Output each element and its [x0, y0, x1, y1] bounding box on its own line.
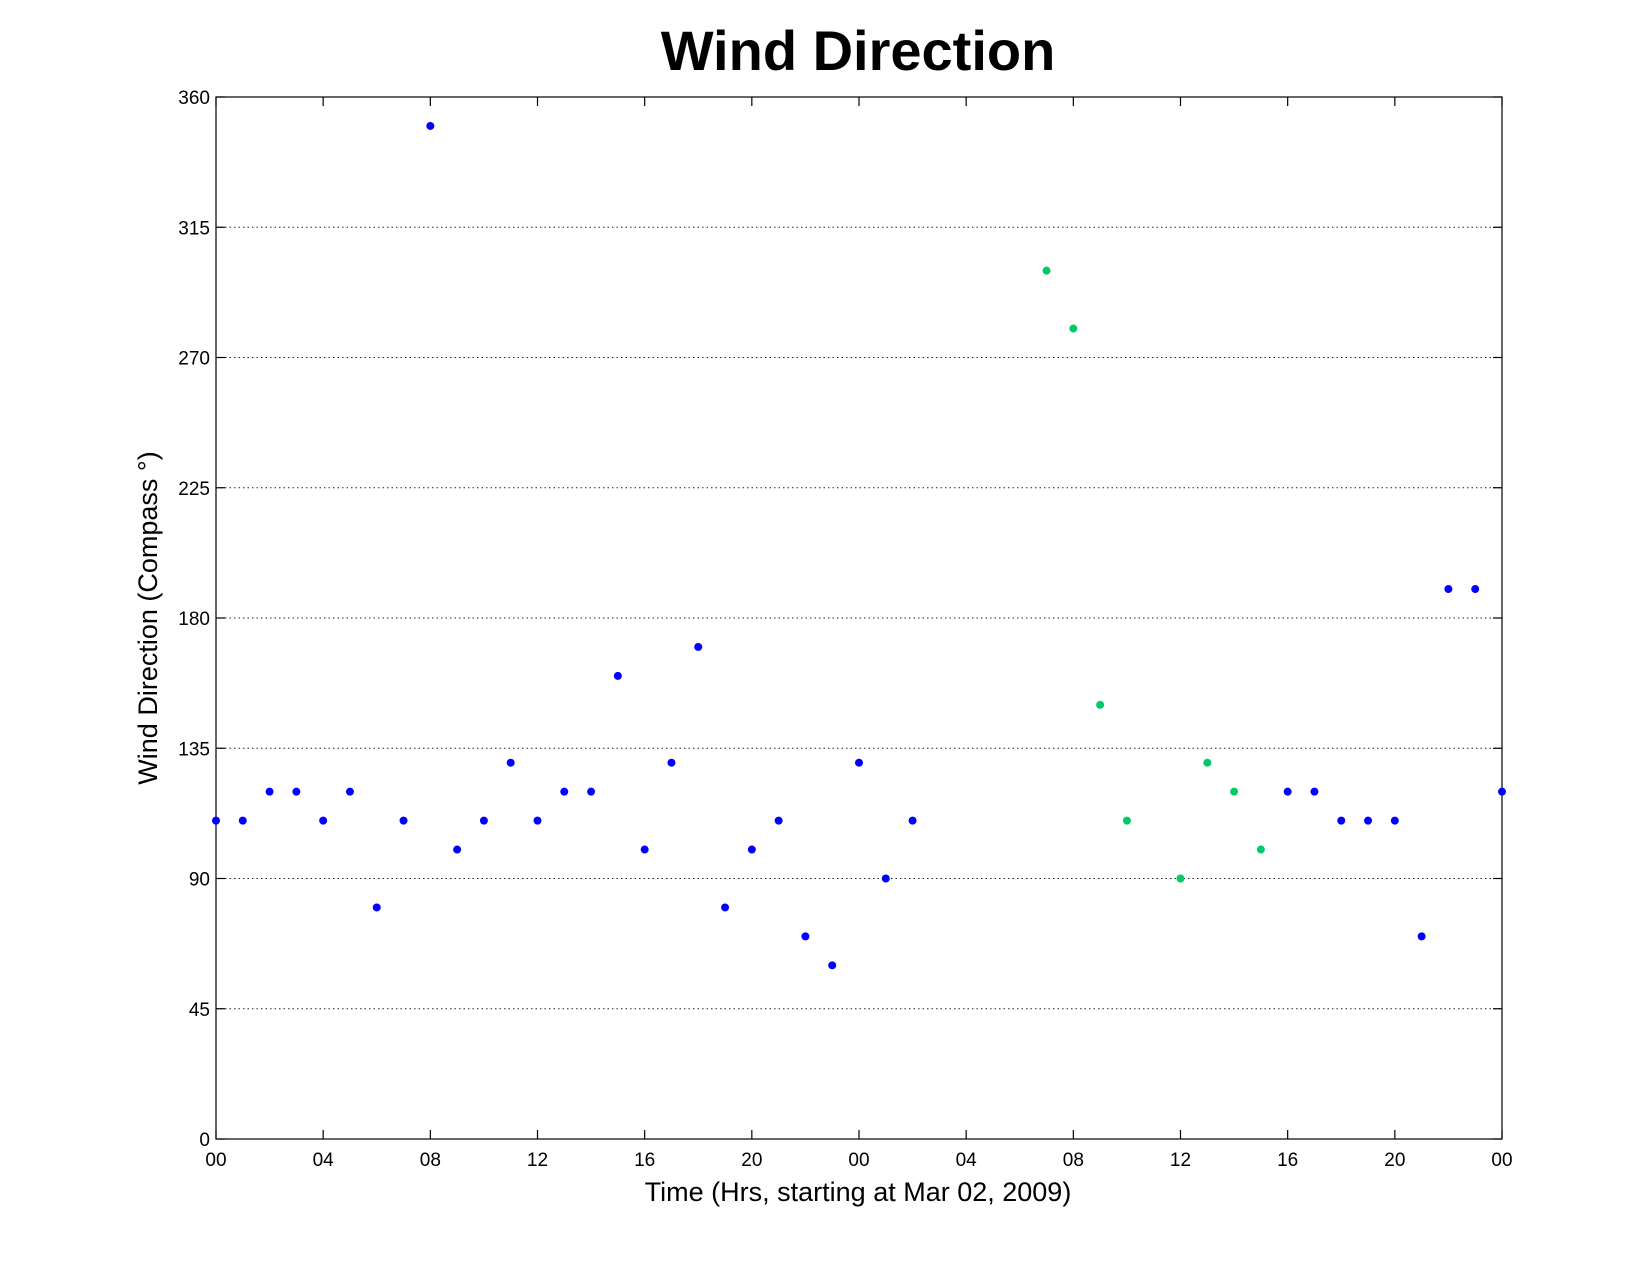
data-point	[721, 903, 730, 912]
x-tick-label: 04	[313, 1150, 335, 1171]
data-point	[1256, 845, 1265, 854]
data-point	[372, 903, 381, 912]
data-point	[292, 787, 301, 796]
axis-ticks: 0 45 90 135 180 225 270 315 360 00 04 08 12 16 20 00 04 0…	[178, 88, 1512, 1171]
grid-lines	[216, 226, 1502, 1010]
data-point	[1417, 932, 1426, 941]
y-axis-label: Wind Direction (Compass °)	[133, 451, 163, 784]
data-point	[319, 816, 328, 825]
x-tick-label: 20	[741, 1150, 762, 1171]
data-point	[1203, 758, 1212, 767]
data-point	[1069, 324, 1078, 333]
y-tick-label: 135	[178, 739, 210, 760]
data-point	[1337, 816, 1346, 825]
x-tick-label: 00	[1491, 1150, 1512, 1171]
data-point	[694, 642, 703, 651]
data-point	[1042, 266, 1051, 275]
data-point	[265, 787, 274, 796]
data-point	[587, 787, 596, 796]
data-point	[533, 816, 542, 825]
y-tick-label: 45	[189, 1000, 210, 1021]
data-point	[1498, 787, 1506, 796]
x-tick-label: 00	[848, 1150, 869, 1171]
y-tick-label: 270	[178, 349, 210, 370]
data-points	[212, 121, 1506, 970]
x-tick-label: 00	[205, 1150, 226, 1171]
x-tick-label: 04	[956, 1150, 978, 1171]
data-point	[774, 816, 783, 825]
y-tick-label: 0	[199, 1130, 210, 1151]
data-point	[1390, 816, 1399, 825]
data-point	[1444, 585, 1453, 594]
data-point	[1283, 787, 1292, 796]
data-point	[426, 121, 435, 130]
x-tick-label: 20	[1384, 1150, 1405, 1171]
x-tick-label: 16	[634, 1150, 655, 1171]
data-point	[828, 961, 837, 970]
data-point	[613, 671, 622, 680]
x-tick-label: 16	[1277, 1150, 1298, 1171]
data-point	[667, 758, 676, 767]
data-point	[453, 845, 462, 854]
data-point	[560, 787, 569, 796]
x-tick-label: 12	[527, 1150, 548, 1171]
y-tick-label: 180	[178, 609, 210, 630]
data-point	[801, 932, 810, 941]
data-point	[1364, 816, 1373, 825]
data-point	[640, 845, 649, 854]
data-point	[1096, 700, 1105, 709]
data-point	[1122, 816, 1131, 825]
y-tick-label: 360	[178, 88, 210, 109]
y-tick-label: 315	[178, 218, 210, 239]
data-point	[1230, 787, 1239, 796]
x-axis-label: Time (Hrs, starting at Mar 02, 2009)	[645, 1177, 1072, 1207]
data-point	[747, 845, 756, 854]
data-point	[212, 816, 220, 825]
data-point	[1176, 874, 1185, 883]
data-point	[506, 758, 515, 767]
chart-title: Wind Direction	[661, 19, 1056, 82]
data-point	[908, 816, 917, 825]
y-tick-label: 90	[189, 870, 210, 891]
data-point	[399, 816, 408, 825]
data-point	[1471, 585, 1480, 594]
plot-frame	[215, 96, 1503, 1140]
data-point	[1310, 787, 1319, 796]
data-point	[345, 787, 354, 796]
data-point	[238, 816, 247, 825]
data-point	[479, 816, 488, 825]
x-tick-label: 08	[1063, 1150, 1084, 1171]
data-point	[881, 874, 890, 883]
x-tick-label: 12	[1170, 1150, 1191, 1171]
x-tick-label: 08	[420, 1150, 441, 1171]
data-point	[855, 758, 863, 767]
y-tick-label: 225	[178, 479, 210, 500]
